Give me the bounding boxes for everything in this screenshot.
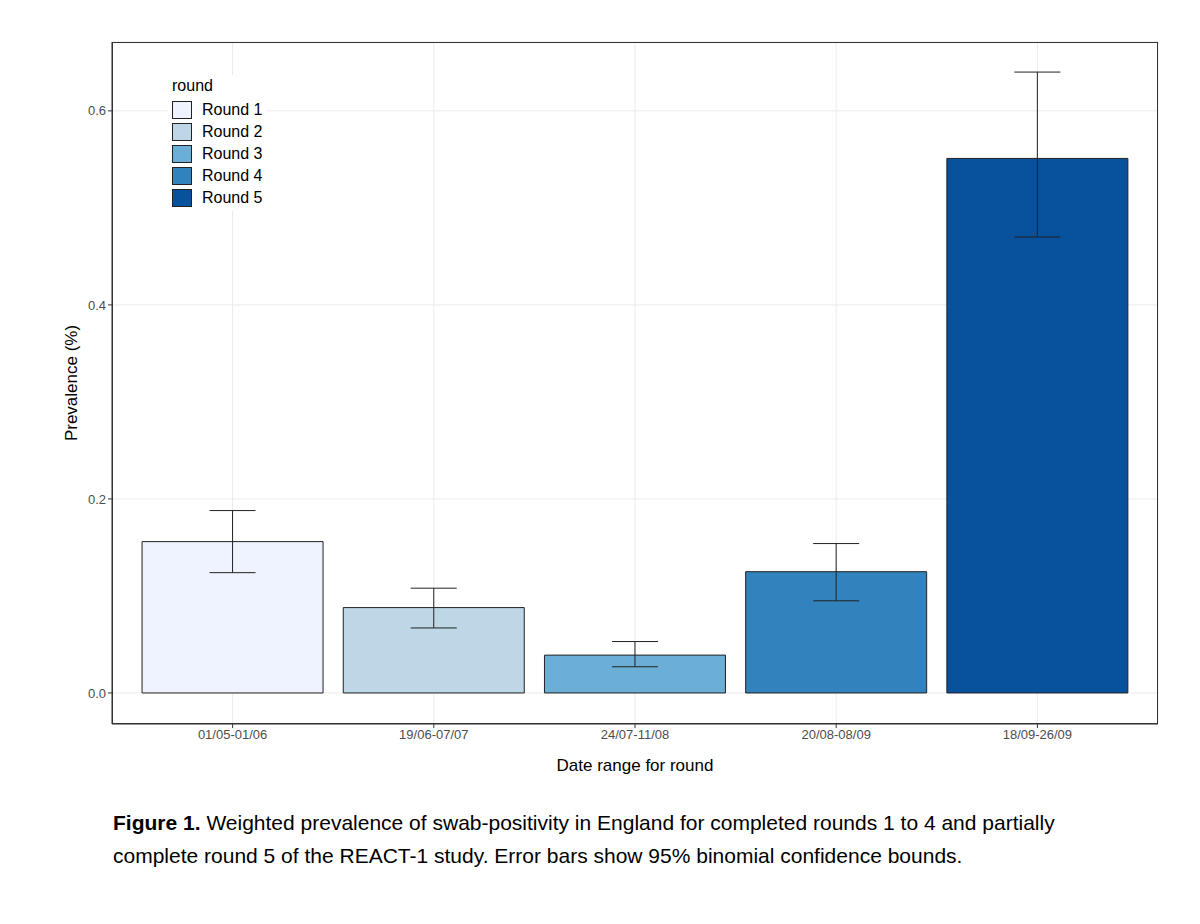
svg-text:18/09-26/09: 18/09-26/09 xyxy=(1003,727,1072,742)
svg-text:0.2: 0.2 xyxy=(88,492,106,507)
html-text:Round 4: Round 4 xyxy=(202,167,263,184)
svg-text:19/06-07/07: 19/06-07/07 xyxy=(399,727,468,742)
html-text:round: round xyxy=(172,77,213,94)
svg-text:0.0: 0.0 xyxy=(88,686,106,701)
html-text:Round 3: Round 3 xyxy=(202,145,263,162)
html-text:Figure 1. Weighted prevalence: Figure 1. Weighted prevalence of swab-po… xyxy=(113,811,1055,867)
html-text:Round 5: Round 5 xyxy=(202,189,263,206)
svg-text:0.6: 0.6 xyxy=(88,103,106,118)
html-text:Prevalence (%): Prevalence (%) xyxy=(62,324,81,442)
html-text:Round 2: Round 2 xyxy=(202,123,263,140)
svg-text:24/07-11/08: 24/07-11/08 xyxy=(601,727,669,742)
svg-text:01/05-01/06: 01/05-01/06 xyxy=(198,727,267,742)
svg-text:0.4: 0.4 xyxy=(88,298,106,313)
html-text:Date range for round: Date range for round xyxy=(556,756,714,775)
html-text:Round 1: Round 1 xyxy=(202,101,263,118)
svg-text:20/08-08/09: 20/08-08/09 xyxy=(801,727,870,742)
